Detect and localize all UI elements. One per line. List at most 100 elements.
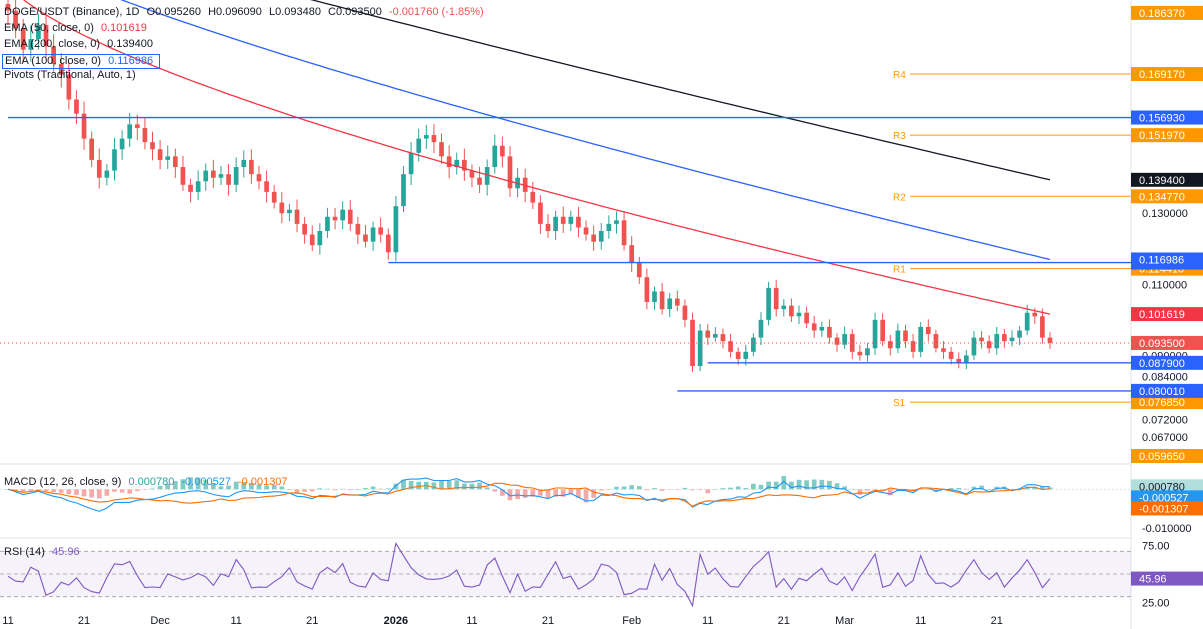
candle[interactable] bbox=[408, 142, 414, 186]
candle[interactable] bbox=[713, 327, 718, 342]
candle[interactable] bbox=[271, 185, 277, 209]
time-axis[interactable]: 11 21 Dec 11 21 2026 11 21 Feb 11 21 Mar 11 21 bbox=[2, 615, 1003, 627]
candle[interactable] bbox=[81, 101, 87, 150]
candle[interactable] bbox=[340, 201, 345, 230]
candle[interactable] bbox=[644, 268, 650, 310]
pivots-legend[interactable]: Pivots (Traditional, Auto, 1) bbox=[4, 69, 140, 82]
candle[interactable] bbox=[1009, 330, 1015, 347]
candle[interactable] bbox=[241, 150, 247, 178]
candle[interactable] bbox=[956, 352, 962, 369]
candle[interactable] bbox=[347, 199, 353, 231]
candle[interactable] bbox=[910, 334, 916, 359]
candle[interactable] bbox=[994, 326, 1000, 355]
candle[interactable] bbox=[431, 124, 437, 154]
candle[interactable] bbox=[172, 148, 178, 178]
candle[interactable] bbox=[1024, 304, 1030, 336]
candle[interactable] bbox=[13, 0, 18, 38]
ema50-legend[interactable]: EMA (50, close, 0) 0.101619 bbox=[4, 22, 151, 35]
candle[interactable] bbox=[1040, 308, 1045, 344]
candle[interactable] bbox=[446, 145, 452, 179]
macd-line[interactable] bbox=[7, 477, 1051, 512]
candle[interactable] bbox=[948, 346, 954, 365]
candle[interactable] bbox=[150, 131, 155, 161]
candle[interactable] bbox=[363, 224, 368, 248]
candle[interactable] bbox=[233, 157, 239, 192]
candle[interactable] bbox=[735, 347, 741, 365]
candle[interactable] bbox=[119, 130, 125, 160]
candle[interactable] bbox=[58, 52, 64, 88]
candle[interactable] bbox=[66, 62, 72, 110]
candle[interactable] bbox=[887, 334, 893, 356]
candle[interactable] bbox=[500, 136, 505, 168]
candle[interactable] bbox=[674, 290, 680, 312]
candle[interactable] bbox=[287, 203, 292, 222]
candle[interactable] bbox=[28, 25, 34, 62]
candle[interactable] bbox=[507, 146, 513, 197]
candle[interactable] bbox=[842, 326, 847, 349]
candle[interactable] bbox=[560, 206, 566, 233]
candle[interactable] bbox=[720, 328, 726, 349]
macd-pane[interactable] bbox=[0, 475, 1131, 512]
candle[interactable] bbox=[180, 155, 186, 191]
candle[interactable] bbox=[697, 323, 703, 372]
candle[interactable] bbox=[211, 159, 216, 188]
candle[interactable] bbox=[1017, 326, 1022, 346]
candle[interactable] bbox=[264, 170, 269, 203]
candle[interactable] bbox=[416, 128, 422, 162]
candle[interactable] bbox=[986, 335, 992, 354]
candle[interactable] bbox=[971, 330, 977, 360]
candle[interactable] bbox=[941, 341, 946, 359]
candle[interactable] bbox=[849, 329, 855, 359]
candle[interactable] bbox=[872, 312, 878, 355]
candle[interactable] bbox=[895, 323, 901, 354]
candle[interactable] bbox=[36, 13, 41, 50]
candle[interactable] bbox=[819, 321, 825, 337]
candle[interactable] bbox=[728, 333, 733, 358]
candle[interactable] bbox=[43, 11, 49, 60]
candle[interactable] bbox=[157, 140, 163, 170]
candle[interactable] bbox=[332, 207, 338, 230]
candle[interactable] bbox=[598, 222, 604, 250]
candle[interactable] bbox=[659, 282, 665, 315]
ema100-line[interactable] bbox=[8, 0, 1051, 261]
candle[interactable] bbox=[454, 152, 460, 175]
candle[interactable] bbox=[796, 305, 802, 325]
candle[interactable] bbox=[636, 256, 642, 284]
candle[interactable] bbox=[553, 210, 558, 240]
candle[interactable] bbox=[979, 331, 984, 349]
ema100-legend[interactable]: EMA (100, close, 0) 0.116986 bbox=[2, 54, 161, 69]
candle[interactable] bbox=[142, 117, 148, 150]
candle[interactable] bbox=[325, 207, 330, 238]
candle[interactable] bbox=[401, 166, 406, 213]
candle[interactable] bbox=[249, 149, 254, 184]
candle[interactable] bbox=[789, 298, 794, 322]
candle[interactable] bbox=[188, 178, 193, 203]
candle[interactable] bbox=[104, 163, 110, 186]
candle[interactable] bbox=[530, 181, 536, 210]
candle[interactable] bbox=[127, 112, 133, 148]
macd-signal-line[interactable] bbox=[7, 482, 1051, 507]
candle[interactable] bbox=[576, 206, 581, 238]
ema50-line[interactable] bbox=[8, 0, 1051, 315]
candle[interactable] bbox=[477, 166, 482, 193]
candle[interactable] bbox=[621, 212, 627, 251]
candle[interactable] bbox=[568, 210, 574, 231]
candle[interactable] bbox=[96, 148, 102, 189]
candle[interactable] bbox=[385, 228, 391, 260]
candle[interactable] bbox=[226, 164, 231, 196]
candle[interactable] bbox=[309, 225, 315, 252]
candle[interactable] bbox=[781, 299, 787, 317]
candle[interactable] bbox=[439, 133, 444, 164]
candle[interactable] bbox=[195, 170, 201, 200]
candle[interactable] bbox=[218, 165, 224, 185]
rsi-line[interactable] bbox=[7, 541, 1051, 608]
candle[interactable] bbox=[370, 221, 376, 251]
ema200-line[interactable] bbox=[8, 0, 1051, 181]
candle[interactable] bbox=[629, 236, 635, 272]
candle[interactable] bbox=[134, 114, 140, 140]
candle[interactable] bbox=[20, 19, 26, 63]
candle[interactable] bbox=[165, 145, 171, 170]
candle[interactable] bbox=[484, 159, 490, 196]
candle[interactable] bbox=[74, 90, 79, 125]
